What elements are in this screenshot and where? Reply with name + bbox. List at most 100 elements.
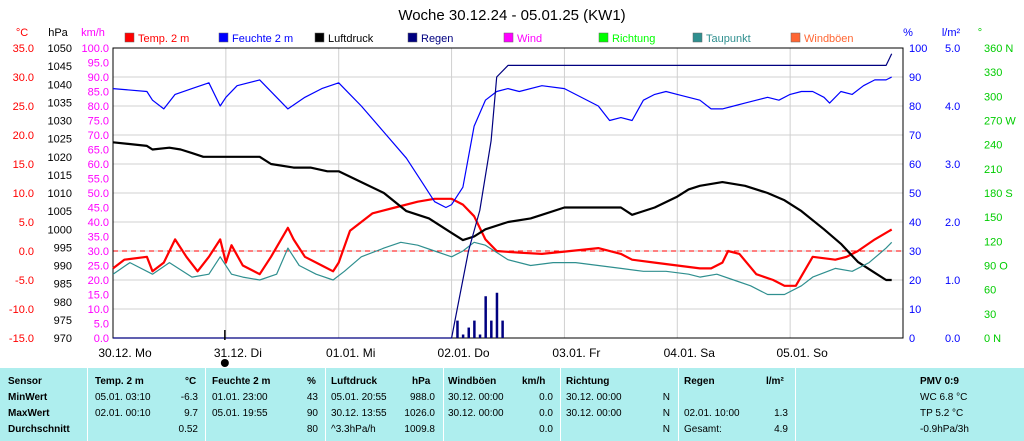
header-pmv: PMV 0:9 [920, 376, 959, 387]
cell-temp-value: 0.52 [178, 424, 198, 435]
pressure-tick-label: 1010 [48, 188, 72, 200]
table-separator [560, 368, 561, 441]
wind-tick-label: 90.0 [88, 72, 109, 84]
wind-axis-unit: km/h [81, 27, 105, 39]
cell-gust-value: 0.0 [539, 408, 553, 419]
rain-bar [478, 334, 482, 338]
pressure-tick-label: 995 [54, 242, 72, 254]
rain-tick-label: 0.0 [945, 333, 960, 345]
cell-pmv: TP 5.2 °C [920, 408, 964, 419]
header-pressure-unit: hPa [412, 376, 431, 387]
cell-hum-value: 43 [306, 392, 318, 403]
pressure-tick-label: 975 [54, 315, 72, 327]
cell-gust-time: 30.12. 00:00 [448, 408, 504, 419]
legend-label: Regen [421, 33, 453, 45]
legend-label: Wind [517, 33, 542, 45]
cell-dir-value: N [662, 392, 670, 403]
header-temp: Temp. 2 m [95, 376, 144, 387]
table-separator [205, 368, 206, 441]
pressure-tick-label: 1025 [48, 134, 72, 146]
legend-swatch [314, 32, 325, 43]
pressure-tick-label: 970 [54, 333, 72, 345]
temp-tick-label: 25.0 [13, 101, 34, 113]
rain-bar [467, 327, 470, 338]
x-tick-label: 03.01. Fr [552, 346, 600, 360]
legend-swatch [218, 32, 229, 43]
rain-bar [490, 320, 493, 338]
cell-press-time: 30.12. 13:55 [331, 408, 387, 419]
rain-bars [456, 292, 504, 338]
rain-bar [484, 296, 487, 338]
pressure-tick-label: 1030 [48, 116, 72, 128]
legend-label: Luftdruck [328, 33, 374, 45]
table-separator [87, 368, 88, 441]
direction-axis-unit: ° [978, 27, 982, 39]
temp-tick-label: 30.0 [13, 72, 34, 84]
humidity-tick-label: 0 [909, 333, 915, 345]
wind-tick-label: 95.0 [88, 58, 109, 70]
wind-tick-label: 25.0 [88, 261, 109, 273]
series-lines [112, 53, 893, 339]
wind-tick-label: 50.0 [88, 188, 109, 200]
temp-2-m-line [112, 197, 893, 287]
legend-swatch [598, 32, 609, 43]
weather-chart: Woche 30.12.24 - 05.01.25 (KW1) Temp. 2 … [8, 7, 1017, 367]
cell-temp-time: 02.01. 00:10 [95, 408, 151, 419]
cell-press-value: 1026.0 [404, 408, 435, 419]
pressure-tick-label: 985 [54, 279, 72, 291]
cell-press-value: 988.0 [409, 392, 435, 403]
row-label-avg: Durchschnitt [8, 424, 70, 435]
x-tick-label: 01.01. Mi [326, 346, 375, 360]
legend: Temp. 2 m Feuchte 2 m Luftdruck Regen Wind Ri… [124, 32, 854, 45]
humidity-tick-label: 50 [909, 188, 921, 200]
cell-hum-time: 01.01. 23:00 [212, 392, 268, 403]
pressure-tick-label: 980 [54, 297, 72, 309]
wind-tick-label: 75.0 [88, 116, 109, 128]
temp-tick-label: 5.0 [19, 217, 34, 229]
temp-axis-unit: °C [16, 27, 28, 39]
cell-gust-value: 0.0 [539, 392, 553, 403]
legend-swatch [692, 32, 703, 43]
temp-tick-label: -15.0 [9, 333, 34, 345]
cell-gust-time: 30.12. 00:00 [448, 392, 504, 403]
chart-title: Woche 30.12.24 - 05.01.25 (KW1) [398, 7, 625, 24]
wind-tick-label: 45.0 [88, 203, 109, 215]
direction-tick-label: 300 [984, 91, 1002, 103]
direction-tick-label: 120 [984, 236, 1002, 248]
cell-press-time: ^3.3hPa/h [331, 424, 376, 435]
pressure-tick-label: 1040 [48, 79, 72, 91]
header-gust-unit: km/h [522, 376, 546, 387]
x-tick-label: 31.12. Di [214, 346, 262, 360]
rain-bar [456, 320, 459, 338]
direction-tick-label: 330 [984, 67, 1002, 79]
humidity-tick-label: 80 [909, 101, 921, 113]
header-rain: Regen [684, 376, 715, 387]
direction-tick-label: 270 W [984, 116, 1016, 128]
cell-temp-time: 05.01. 03:10 [95, 392, 151, 403]
legend-label: Temp. 2 m [138, 33, 189, 45]
rain-tick-label: 2.0 [945, 217, 960, 229]
luftdruck-line [112, 141, 892, 282]
rain-tick-label: 1.0 [945, 275, 960, 287]
pressure-axis-unit: hPa [48, 27, 68, 39]
header-pressure: Luftdruck [331, 376, 378, 387]
rain-sum-line [113, 53, 893, 339]
legend-swatch [503, 32, 514, 43]
direction-tick-label: 60 [984, 285, 996, 297]
humidity-tick-label: 60 [909, 159, 921, 171]
wind-tick-label: 10.0 [88, 304, 109, 316]
cell-temp-value: 9.7 [184, 408, 198, 419]
temp-tick-label: 35.0 [13, 43, 34, 55]
legend-label: Taupunkt [706, 33, 751, 45]
row-label-min: MinWert [8, 392, 48, 403]
pressure-tick-label: 1020 [48, 152, 72, 164]
cell-rain-time: 02.01. 10:00 [684, 408, 740, 419]
grid [113, 48, 903, 338]
wind-tick-label: 40.0 [88, 217, 109, 229]
wind-tick-label: 85.0 [88, 87, 109, 99]
legend-swatch [124, 32, 135, 43]
direction-tick-label: 180 S [984, 188, 1013, 200]
cell-rain-value: 1.3 [774, 408, 788, 419]
humidity-tick-label: 100 [909, 43, 927, 55]
legend-swatch [407, 32, 418, 43]
